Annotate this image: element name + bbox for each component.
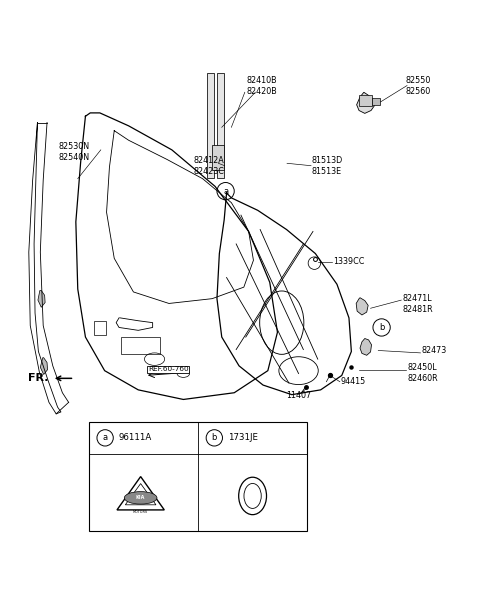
Polygon shape [40,358,48,374]
Bar [372,97,380,105]
Text: 81513D
81513E: 81513D 81513E [311,156,342,176]
Text: 82530N
82540N: 82530N 82540N [59,142,90,162]
Text: FR.: FR. [28,373,49,384]
Polygon shape [38,290,45,307]
Text: 82450L
82460R: 82450L 82460R [407,362,438,382]
Ellipse shape [124,492,157,504]
Polygon shape [360,339,372,355]
Text: 82473: 82473 [421,345,447,355]
Text: b: b [212,433,217,442]
Text: 82550
82560: 82550 82560 [406,76,431,96]
Bar [217,73,224,178]
Text: a: a [103,433,108,442]
Bar [359,95,372,106]
Polygon shape [357,92,374,113]
Text: 82410B
82420B: 82410B 82420B [246,76,277,96]
Text: 94415: 94415 [341,377,366,386]
Text: a: a [223,186,228,195]
Text: 96111A: 96111A [119,433,152,442]
Bar [212,145,224,170]
Text: b: b [379,323,384,332]
Bar [121,337,160,355]
Polygon shape [356,298,368,315]
Bar [94,321,106,335]
Text: MOTORS: MOTORS [133,510,148,514]
Text: 1339CC: 1339CC [334,257,365,266]
Text: KIA: KIA [136,495,145,500]
Text: 82471L
82481R: 82471L 82481R [402,294,433,314]
Text: 82412A
82423C: 82412A 82423C [194,156,225,176]
Text: 1731JE: 1731JE [228,433,258,442]
Bar [89,422,307,531]
Text: REF.60-760: REF.60-760 [148,366,189,372]
Bar [207,73,214,178]
Text: 11407: 11407 [286,391,311,401]
